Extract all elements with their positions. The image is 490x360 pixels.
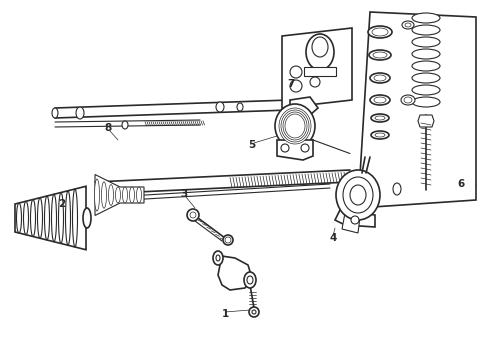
Ellipse shape — [122, 121, 128, 129]
Ellipse shape — [116, 187, 121, 203]
Ellipse shape — [343, 177, 373, 213]
Ellipse shape — [225, 237, 231, 243]
Ellipse shape — [402, 21, 414, 29]
Ellipse shape — [412, 37, 440, 47]
Polygon shape — [335, 210, 375, 227]
Ellipse shape — [95, 179, 99, 211]
Ellipse shape — [369, 50, 391, 60]
Text: 8: 8 — [104, 123, 112, 133]
Ellipse shape — [252, 310, 256, 314]
Polygon shape — [418, 115, 434, 127]
Ellipse shape — [223, 235, 233, 245]
Ellipse shape — [213, 251, 223, 265]
Ellipse shape — [375, 133, 385, 137]
Text: 4: 4 — [329, 233, 337, 243]
Ellipse shape — [17, 203, 22, 233]
Ellipse shape — [73, 189, 77, 247]
Polygon shape — [15, 186, 86, 250]
Polygon shape — [304, 67, 336, 76]
Ellipse shape — [412, 13, 440, 23]
Ellipse shape — [412, 97, 440, 107]
Ellipse shape — [375, 116, 385, 120]
Ellipse shape — [412, 49, 440, 59]
Ellipse shape — [281, 110, 309, 142]
Ellipse shape — [30, 199, 35, 237]
Text: 7: 7 — [287, 79, 294, 89]
Ellipse shape — [310, 77, 320, 87]
Ellipse shape — [237, 103, 243, 111]
Ellipse shape — [405, 23, 411, 27]
Ellipse shape — [350, 185, 366, 205]
Ellipse shape — [336, 170, 380, 220]
Ellipse shape — [283, 112, 307, 140]
Polygon shape — [342, 213, 360, 233]
Ellipse shape — [393, 183, 401, 195]
Ellipse shape — [373, 52, 387, 58]
Ellipse shape — [281, 144, 289, 152]
Ellipse shape — [45, 196, 49, 240]
Ellipse shape — [374, 97, 386, 103]
Ellipse shape — [38, 198, 43, 238]
Ellipse shape — [244, 272, 256, 288]
Ellipse shape — [279, 108, 311, 144]
Ellipse shape — [108, 185, 114, 206]
Polygon shape — [277, 140, 313, 160]
Polygon shape — [95, 175, 144, 216]
Ellipse shape — [51, 194, 56, 242]
Polygon shape — [215, 255, 252, 290]
Ellipse shape — [301, 144, 309, 152]
Ellipse shape — [306, 34, 334, 70]
Text: 6: 6 — [457, 179, 465, 189]
Ellipse shape — [122, 187, 127, 203]
Ellipse shape — [285, 114, 305, 138]
Ellipse shape — [83, 208, 91, 228]
Ellipse shape — [66, 191, 71, 245]
Ellipse shape — [368, 26, 392, 38]
Ellipse shape — [371, 114, 389, 122]
Ellipse shape — [76, 107, 84, 119]
Ellipse shape — [137, 187, 142, 203]
Ellipse shape — [371, 131, 389, 139]
Ellipse shape — [101, 182, 106, 208]
Ellipse shape — [412, 25, 440, 35]
Ellipse shape — [216, 255, 220, 261]
Polygon shape — [358, 12, 476, 208]
Ellipse shape — [412, 61, 440, 71]
Ellipse shape — [190, 212, 196, 218]
Ellipse shape — [290, 66, 302, 78]
Ellipse shape — [404, 97, 412, 103]
Ellipse shape — [372, 28, 388, 36]
Ellipse shape — [290, 80, 302, 92]
Ellipse shape — [351, 216, 359, 224]
Text: 2: 2 — [58, 199, 66, 209]
Ellipse shape — [370, 73, 390, 83]
Ellipse shape — [24, 201, 28, 235]
Polygon shape — [290, 97, 318, 115]
Ellipse shape — [216, 102, 224, 112]
Polygon shape — [95, 170, 350, 194]
Text: 5: 5 — [248, 140, 256, 150]
Polygon shape — [55, 100, 290, 118]
Polygon shape — [282, 28, 352, 108]
Ellipse shape — [370, 95, 390, 105]
Ellipse shape — [249, 307, 259, 317]
Ellipse shape — [374, 75, 386, 81]
Ellipse shape — [58, 193, 64, 243]
Ellipse shape — [412, 73, 440, 83]
Text: 3: 3 — [180, 189, 188, 199]
Ellipse shape — [129, 187, 134, 203]
Ellipse shape — [412, 85, 440, 95]
Ellipse shape — [401, 95, 415, 105]
Text: 1: 1 — [221, 309, 229, 319]
Ellipse shape — [187, 209, 199, 221]
Ellipse shape — [247, 276, 253, 284]
Ellipse shape — [312, 37, 328, 57]
Ellipse shape — [52, 108, 58, 118]
Ellipse shape — [275, 104, 315, 148]
